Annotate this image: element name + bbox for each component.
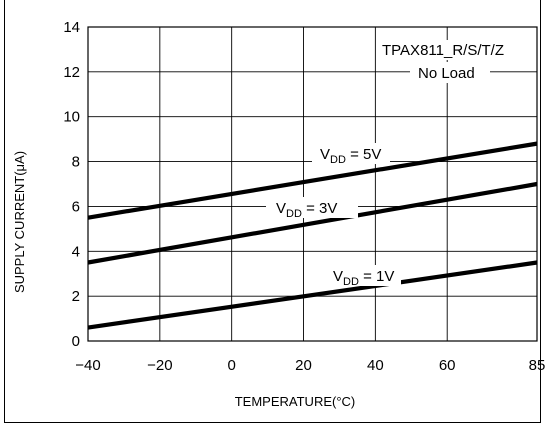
x-tick-label: 60 — [439, 357, 456, 374]
series-lines — [87, 141, 538, 330]
series-label-3: VDD = 1V — [333, 268, 394, 288]
x-tick-label: 40 — [367, 357, 384, 374]
series-label-bg — [312, 143, 390, 164]
y-tick-label: 12 — [63, 64, 80, 81]
series-line-1 — [87, 141, 538, 220]
y-tick-label: 6 — [72, 198, 80, 215]
x-tick-label: 0 — [228, 357, 236, 374]
y-tick-labels: 0 2 4 6 8 10 12 14 — [63, 19, 80, 350]
chart-frame — [4, 0, 541, 423]
y-tick-label: 2 — [72, 288, 80, 305]
series-label-1: VDD = 5V — [320, 146, 381, 166]
series-line-2 — [87, 181, 538, 265]
x-tick-labels: −40 −20 0 20 40 60 85 — [75, 357, 545, 374]
annotation-no-load: No Load — [418, 65, 475, 82]
y-tick-label: 10 — [63, 109, 80, 126]
annotation-part-number: TPAX811_R/S/T/Z — [382, 42, 504, 59]
x-axis-title: TEMPERATURE(°C) — [235, 394, 356, 409]
annotation-bg — [410, 62, 490, 83]
y-tick-label: 8 — [72, 154, 80, 171]
y-tick-label: 14 — [63, 19, 80, 36]
series-line-3 — [87, 260, 538, 330]
x-tick-label: 85 — [529, 357, 545, 374]
series-labels: VDD = 5V VDD = 3V VDD = 1V — [266, 143, 401, 288]
y-axis-title: SUPPLY CURRENT(μA) — [12, 151, 27, 293]
annotation-bg — [378, 40, 528, 60]
x-tick-label: −20 — [147, 357, 172, 374]
y-tick-label: 4 — [72, 243, 80, 260]
y-tick-label: 0 — [72, 333, 80, 350]
series-label-2: VDD = 3V — [276, 200, 337, 220]
x-tick-label: −40 — [75, 357, 100, 374]
series-label-bg — [325, 265, 401, 286]
x-tick-label: 20 — [295, 357, 312, 374]
series-label-bg — [266, 197, 358, 218]
